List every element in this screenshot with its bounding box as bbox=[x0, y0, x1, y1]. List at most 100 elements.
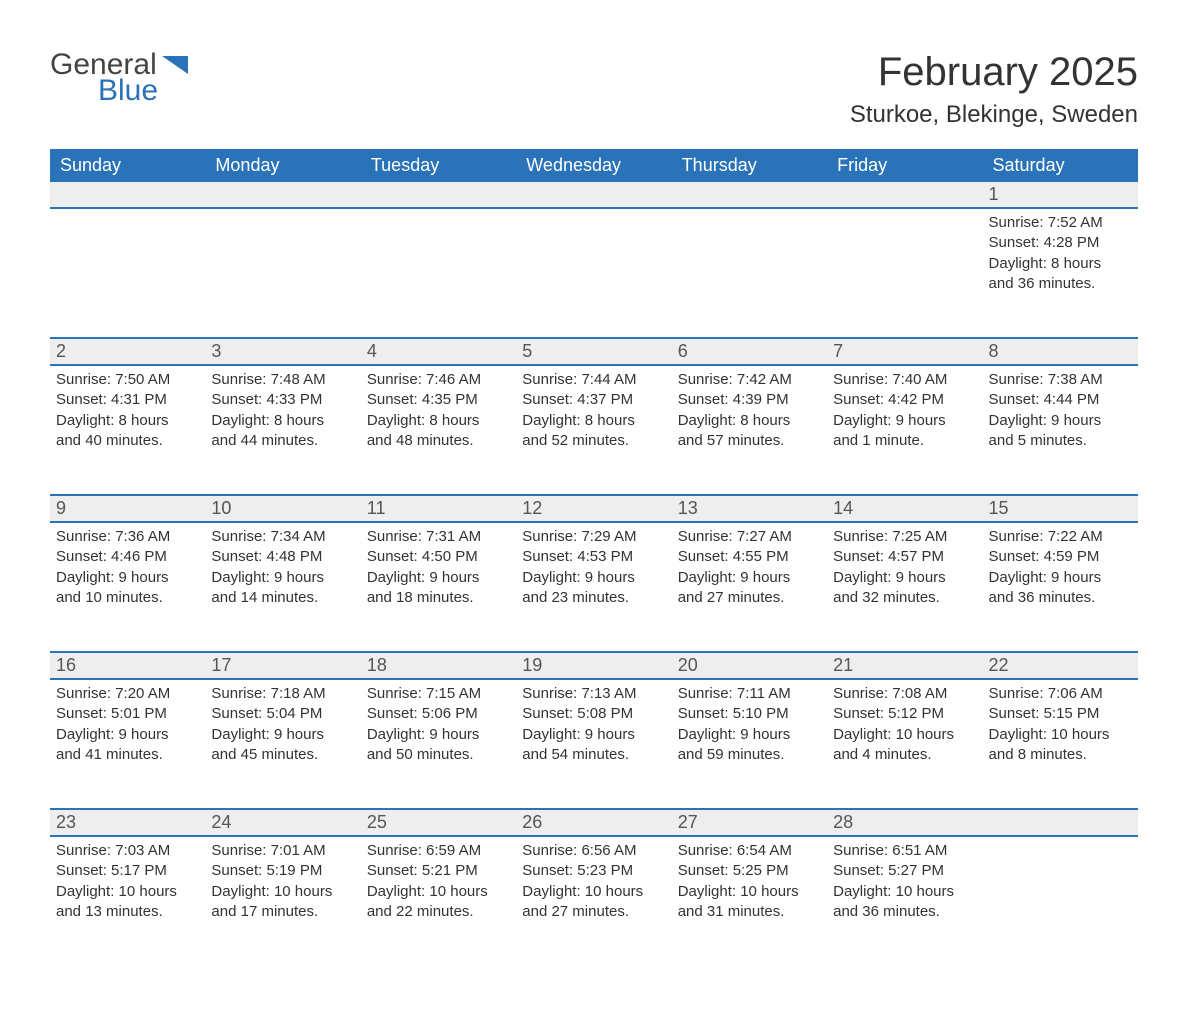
day-number-cell: 8 bbox=[983, 338, 1138, 365]
day-daylight1: Daylight: 8 hours bbox=[56, 411, 199, 431]
day-number-row: 232425262728 bbox=[50, 809, 1138, 836]
day-number-cell: 2 bbox=[50, 338, 205, 365]
day-cell: Sunrise: 7:13 AMSunset: 5:08 PMDaylight:… bbox=[516, 679, 671, 809]
day-daylight2: and 50 minutes. bbox=[367, 745, 510, 765]
day-sunrise: Sunrise: 7:20 AM bbox=[56, 684, 199, 704]
day-cell: Sunrise: 6:56 AMSunset: 5:23 PMDaylight:… bbox=[516, 836, 671, 966]
day-details: Sunrise: 6:51 AMSunset: 5:27 PMDaylight:… bbox=[833, 837, 976, 922]
day-number-cell bbox=[50, 182, 205, 208]
weekday-header: Sunday bbox=[50, 149, 205, 182]
day-sunset: Sunset: 4:42 PM bbox=[833, 390, 976, 410]
day-daylight1: Daylight: 10 hours bbox=[678, 882, 821, 902]
day-sunrise: Sunrise: 7:34 AM bbox=[211, 527, 354, 547]
day-daylight2: and 40 minutes. bbox=[56, 431, 199, 451]
day-details: Sunrise: 7:22 AMSunset: 4:59 PMDaylight:… bbox=[989, 523, 1132, 608]
day-cell: Sunrise: 7:50 AMSunset: 4:31 PMDaylight:… bbox=[50, 365, 205, 495]
day-number-row: 16171819202122 bbox=[50, 652, 1138, 679]
day-details: Sunrise: 7:38 AMSunset: 4:44 PMDaylight:… bbox=[989, 366, 1132, 451]
day-sunrise: Sunrise: 7:50 AM bbox=[56, 370, 199, 390]
day-daylight2: and 27 minutes. bbox=[522, 902, 665, 922]
day-daylight2: and 1 minute. bbox=[833, 431, 976, 451]
day-sunrise: Sunrise: 6:54 AM bbox=[678, 841, 821, 861]
day-daylight1: Daylight: 9 hours bbox=[678, 725, 821, 745]
day-sunset: Sunset: 4:28 PM bbox=[989, 233, 1132, 253]
weekday-header: Tuesday bbox=[361, 149, 516, 182]
day-number-cell: 20 bbox=[672, 652, 827, 679]
day-daylight1: Daylight: 9 hours bbox=[211, 568, 354, 588]
day-daylight1: Daylight: 9 hours bbox=[367, 568, 510, 588]
day-content-row: Sunrise: 7:36 AMSunset: 4:46 PMDaylight:… bbox=[50, 522, 1138, 652]
day-details: Sunrise: 7:52 AMSunset: 4:28 PMDaylight:… bbox=[989, 209, 1132, 294]
day-daylight1: Daylight: 9 hours bbox=[367, 725, 510, 745]
day-number-row: 2345678 bbox=[50, 338, 1138, 365]
day-cell bbox=[516, 208, 671, 338]
day-number-cell: 6 bbox=[672, 338, 827, 365]
day-number-cell: 3 bbox=[205, 338, 360, 365]
day-sunset: Sunset: 5:23 PM bbox=[522, 861, 665, 881]
day-cell: Sunrise: 7:18 AMSunset: 5:04 PMDaylight:… bbox=[205, 679, 360, 809]
day-details: Sunrise: 7:18 AMSunset: 5:04 PMDaylight:… bbox=[211, 680, 354, 765]
day-number-cell: 17 bbox=[205, 652, 360, 679]
day-sunrise: Sunrise: 7:15 AM bbox=[367, 684, 510, 704]
day-number-cell: 22 bbox=[983, 652, 1138, 679]
day-number-cell: 13 bbox=[672, 495, 827, 522]
day-sunset: Sunset: 5:27 PM bbox=[833, 861, 976, 881]
day-cell bbox=[983, 836, 1138, 966]
day-number-cell: 26 bbox=[516, 809, 671, 836]
day-sunrise: Sunrise: 7:27 AM bbox=[678, 527, 821, 547]
day-sunset: Sunset: 5:12 PM bbox=[833, 704, 976, 724]
day-sunset: Sunset: 4:33 PM bbox=[211, 390, 354, 410]
day-daylight2: and 18 minutes. bbox=[367, 588, 510, 608]
day-sunrise: Sunrise: 7:08 AM bbox=[833, 684, 976, 704]
day-cell: Sunrise: 7:36 AMSunset: 4:46 PMDaylight:… bbox=[50, 522, 205, 652]
day-number-cell bbox=[205, 182, 360, 208]
day-daylight2: and 5 minutes. bbox=[989, 431, 1132, 451]
weekday-header: Monday bbox=[205, 149, 360, 182]
day-cell: Sunrise: 7:11 AMSunset: 5:10 PMDaylight:… bbox=[672, 679, 827, 809]
day-number-cell: 23 bbox=[50, 809, 205, 836]
logo: General Blue bbox=[50, 50, 188, 106]
day-number-cell: 10 bbox=[205, 495, 360, 522]
day-number-cell: 25 bbox=[361, 809, 516, 836]
day-daylight1: Daylight: 10 hours bbox=[367, 882, 510, 902]
day-cell: Sunrise: 7:46 AMSunset: 4:35 PMDaylight:… bbox=[361, 365, 516, 495]
day-sunset: Sunset: 5:25 PM bbox=[678, 861, 821, 881]
weekday-header: Thursday bbox=[672, 149, 827, 182]
day-sunrise: Sunrise: 7:44 AM bbox=[522, 370, 665, 390]
day-daylight2: and 59 minutes. bbox=[678, 745, 821, 765]
day-daylight2: and 8 minutes. bbox=[989, 745, 1132, 765]
day-sunrise: Sunrise: 7:13 AM bbox=[522, 684, 665, 704]
day-cell: Sunrise: 7:44 AMSunset: 4:37 PMDaylight:… bbox=[516, 365, 671, 495]
day-cell: Sunrise: 7:08 AMSunset: 5:12 PMDaylight:… bbox=[827, 679, 982, 809]
day-daylight2: and 27 minutes. bbox=[678, 588, 821, 608]
day-daylight2: and 22 minutes. bbox=[367, 902, 510, 922]
day-details: Sunrise: 7:20 AMSunset: 5:01 PMDaylight:… bbox=[56, 680, 199, 765]
day-daylight2: and 45 minutes. bbox=[211, 745, 354, 765]
day-number-cell: 27 bbox=[672, 809, 827, 836]
header: General Blue February 2025 Sturkoe, Blek… bbox=[50, 50, 1138, 129]
day-content-row: Sunrise: 7:20 AMSunset: 5:01 PM Daylight:… bbox=[50, 679, 1138, 809]
day-sunset: Sunset: 5:01 PM bbox=[56, 704, 199, 724]
day-number-cell: 4 bbox=[361, 338, 516, 365]
day-sunset: Sunset: 5:06 PM bbox=[367, 704, 510, 724]
day-number-row: 9101112131415 bbox=[50, 495, 1138, 522]
day-sunrise: Sunrise: 7:42 AM bbox=[678, 370, 821, 390]
day-daylight2: and 36 minutes. bbox=[989, 588, 1132, 608]
day-number-cell bbox=[361, 182, 516, 208]
day-sunset: Sunset: 4:53 PM bbox=[522, 547, 665, 567]
day-daylight2: and 4 minutes. bbox=[833, 745, 976, 765]
day-daylight1: Daylight: 10 hours bbox=[522, 882, 665, 902]
day-daylight2: and 57 minutes. bbox=[678, 431, 821, 451]
day-daylight1: Daylight: 10 hours bbox=[989, 725, 1132, 745]
day-sunset: Sunset: 5:10 PM bbox=[678, 704, 821, 724]
day-sunset: Sunset: 4:44 PM bbox=[989, 390, 1132, 410]
day-daylight1: Daylight: 8 hours bbox=[522, 411, 665, 431]
day-details: Sunrise: 7:36 AMSunset: 4:46 PMDaylight:… bbox=[56, 523, 199, 608]
day-sunrise: Sunrise: 7:31 AM bbox=[367, 527, 510, 547]
day-daylight2: and 17 minutes. bbox=[211, 902, 354, 922]
day-cell bbox=[50, 208, 205, 338]
day-daylight1: Daylight: 8 hours bbox=[367, 411, 510, 431]
day-number-cell bbox=[983, 809, 1138, 836]
day-cell: Sunrise: 7:29 AMSunset: 4:53 PMDaylight:… bbox=[516, 522, 671, 652]
day-sunrise: Sunrise: 7:40 AM bbox=[833, 370, 976, 390]
